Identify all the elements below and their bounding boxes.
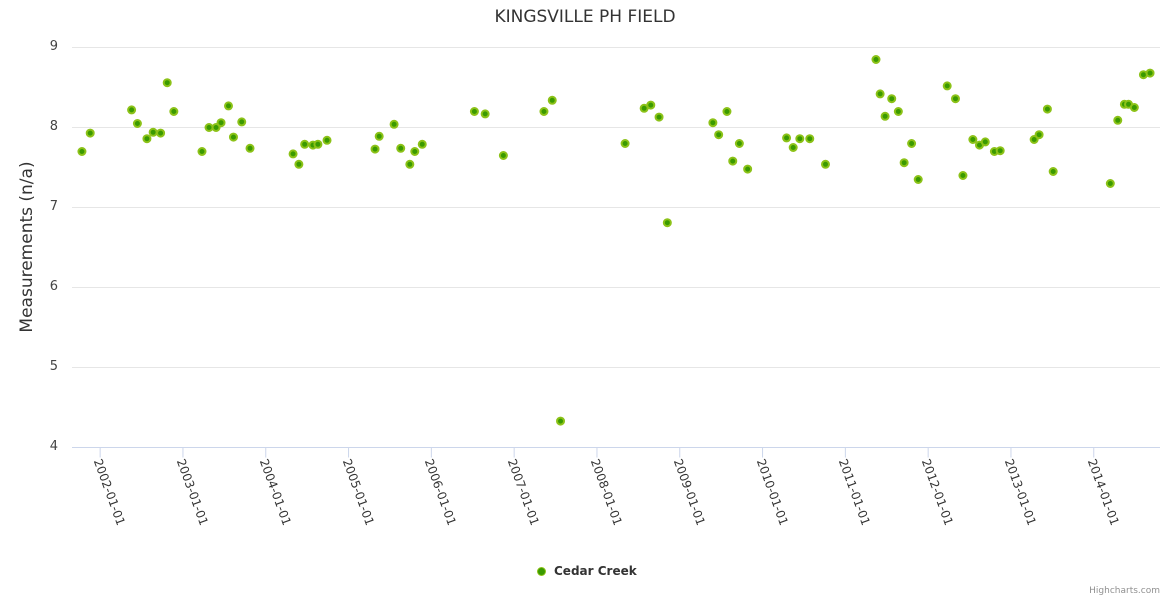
data-point[interactable]: [913, 175, 923, 184]
legend-item-cedar-creek[interactable]: Cedar Creek: [537, 564, 637, 578]
data-point[interactable]: [156, 128, 166, 138]
data-point[interactable]: [417, 139, 427, 149]
data-point[interactable]: [646, 100, 656, 110]
data-point[interactable]: [1129, 103, 1139, 112]
data-point[interactable]: [1113, 115, 1123, 125]
legend-label: Cedar Creek: [554, 564, 637, 578]
data-point[interactable]: [132, 119, 142, 128]
data-point[interactable]: [958, 171, 968, 180]
data-point[interactable]: [374, 131, 384, 141]
data-point[interactable]: [950, 94, 960, 104]
data-point[interactable]: [968, 135, 978, 144]
data-point[interactable]: [722, 107, 732, 116]
data-point[interactable]: [539, 107, 549, 116]
data-point[interactable]: [480, 109, 490, 119]
grid-lines: [72, 47, 1160, 368]
data-point[interactable]: [795, 134, 805, 144]
series-cedar-creek: [77, 55, 1155, 426]
data-point[interactable]: [204, 123, 214, 132]
data-point[interactable]: [654, 112, 664, 122]
data-point[interactable]: [237, 117, 247, 127]
data-point[interactable]: [788, 143, 798, 152]
data-point[interactable]: [142, 134, 152, 144]
data-point[interactable]: [405, 159, 415, 169]
data-point[interactable]: [127, 105, 137, 115]
y-tick-label: 9: [49, 38, 58, 54]
data-point[interactable]: [980, 137, 990, 147]
data-point[interactable]: [228, 132, 238, 142]
data-point[interactable]: [322, 135, 332, 145]
data-point[interactable]: [907, 139, 917, 148]
data-point[interactable]: [782, 133, 792, 143]
data-point[interactable]: [871, 55, 881, 64]
data-point[interactable]: [942, 81, 952, 91]
data-point[interactable]: [1145, 68, 1155, 78]
legend-marker-icon: [537, 566, 546, 576]
data-point[interactable]: [708, 118, 718, 128]
data-point[interactable]: [148, 127, 158, 137]
data-point[interactable]: [245, 143, 255, 153]
data-point[interactable]: [313, 139, 323, 149]
data-point[interactable]: [547, 95, 557, 105]
data-point[interactable]: [893, 107, 903, 116]
data-point[interactable]: [197, 147, 207, 156]
data-point[interactable]: [498, 151, 508, 160]
data-point[interactable]: [1042, 104, 1052, 114]
data-point[interactable]: [396, 143, 406, 153]
data-point[interactable]: [1048, 167, 1058, 176]
y-tick-label: 5: [49, 358, 58, 374]
data-point[interactable]: [294, 159, 304, 169]
chart-title: KINGSVILLE PH FIELD: [494, 7, 676, 27]
data-point[interactable]: [887, 94, 897, 104]
data-point[interactable]: [1105, 179, 1115, 188]
data-point[interactable]: [714, 130, 724, 140]
data-point[interactable]: [216, 118, 226, 128]
data-point[interactable]: [805, 134, 815, 144]
data-point[interactable]: [1034, 130, 1044, 140]
data-point[interactable]: [469, 107, 479, 116]
data-point[interactable]: [77, 147, 87, 156]
data-point[interactable]: [389, 119, 399, 129]
data-point[interactable]: [875, 89, 885, 99]
data-point[interactable]: [662, 218, 672, 228]
data-point[interactable]: [410, 147, 420, 156]
y-tick-label: 6: [49, 278, 58, 294]
data-point[interactable]: [162, 78, 172, 88]
data-point[interactable]: [620, 139, 630, 148]
data-point[interactable]: [169, 107, 179, 116]
y-tick-label: 4: [49, 438, 58, 454]
y-tick-label: 7: [49, 198, 58, 214]
data-point[interactable]: [734, 139, 744, 148]
data-point[interactable]: [880, 111, 890, 121]
y-tick-label: 8: [49, 118, 58, 134]
data-point[interactable]: [743, 164, 753, 174]
data-point[interactable]: [300, 139, 310, 149]
data-point[interactable]: [556, 416, 566, 426]
data-point[interactable]: [370, 144, 380, 154]
data-point[interactable]: [820, 159, 830, 169]
data-point[interactable]: [899, 158, 909, 168]
data-point[interactable]: [85, 128, 95, 138]
data-point[interactable]: [728, 156, 738, 166]
credits-link[interactable]: Highcharts.com: [1089, 586, 1160, 596]
data-point[interactable]: [223, 101, 233, 111]
data-point[interactable]: [288, 149, 298, 159]
data-point[interactable]: [995, 146, 1005, 156]
x-axis: [72, 447, 1160, 458]
